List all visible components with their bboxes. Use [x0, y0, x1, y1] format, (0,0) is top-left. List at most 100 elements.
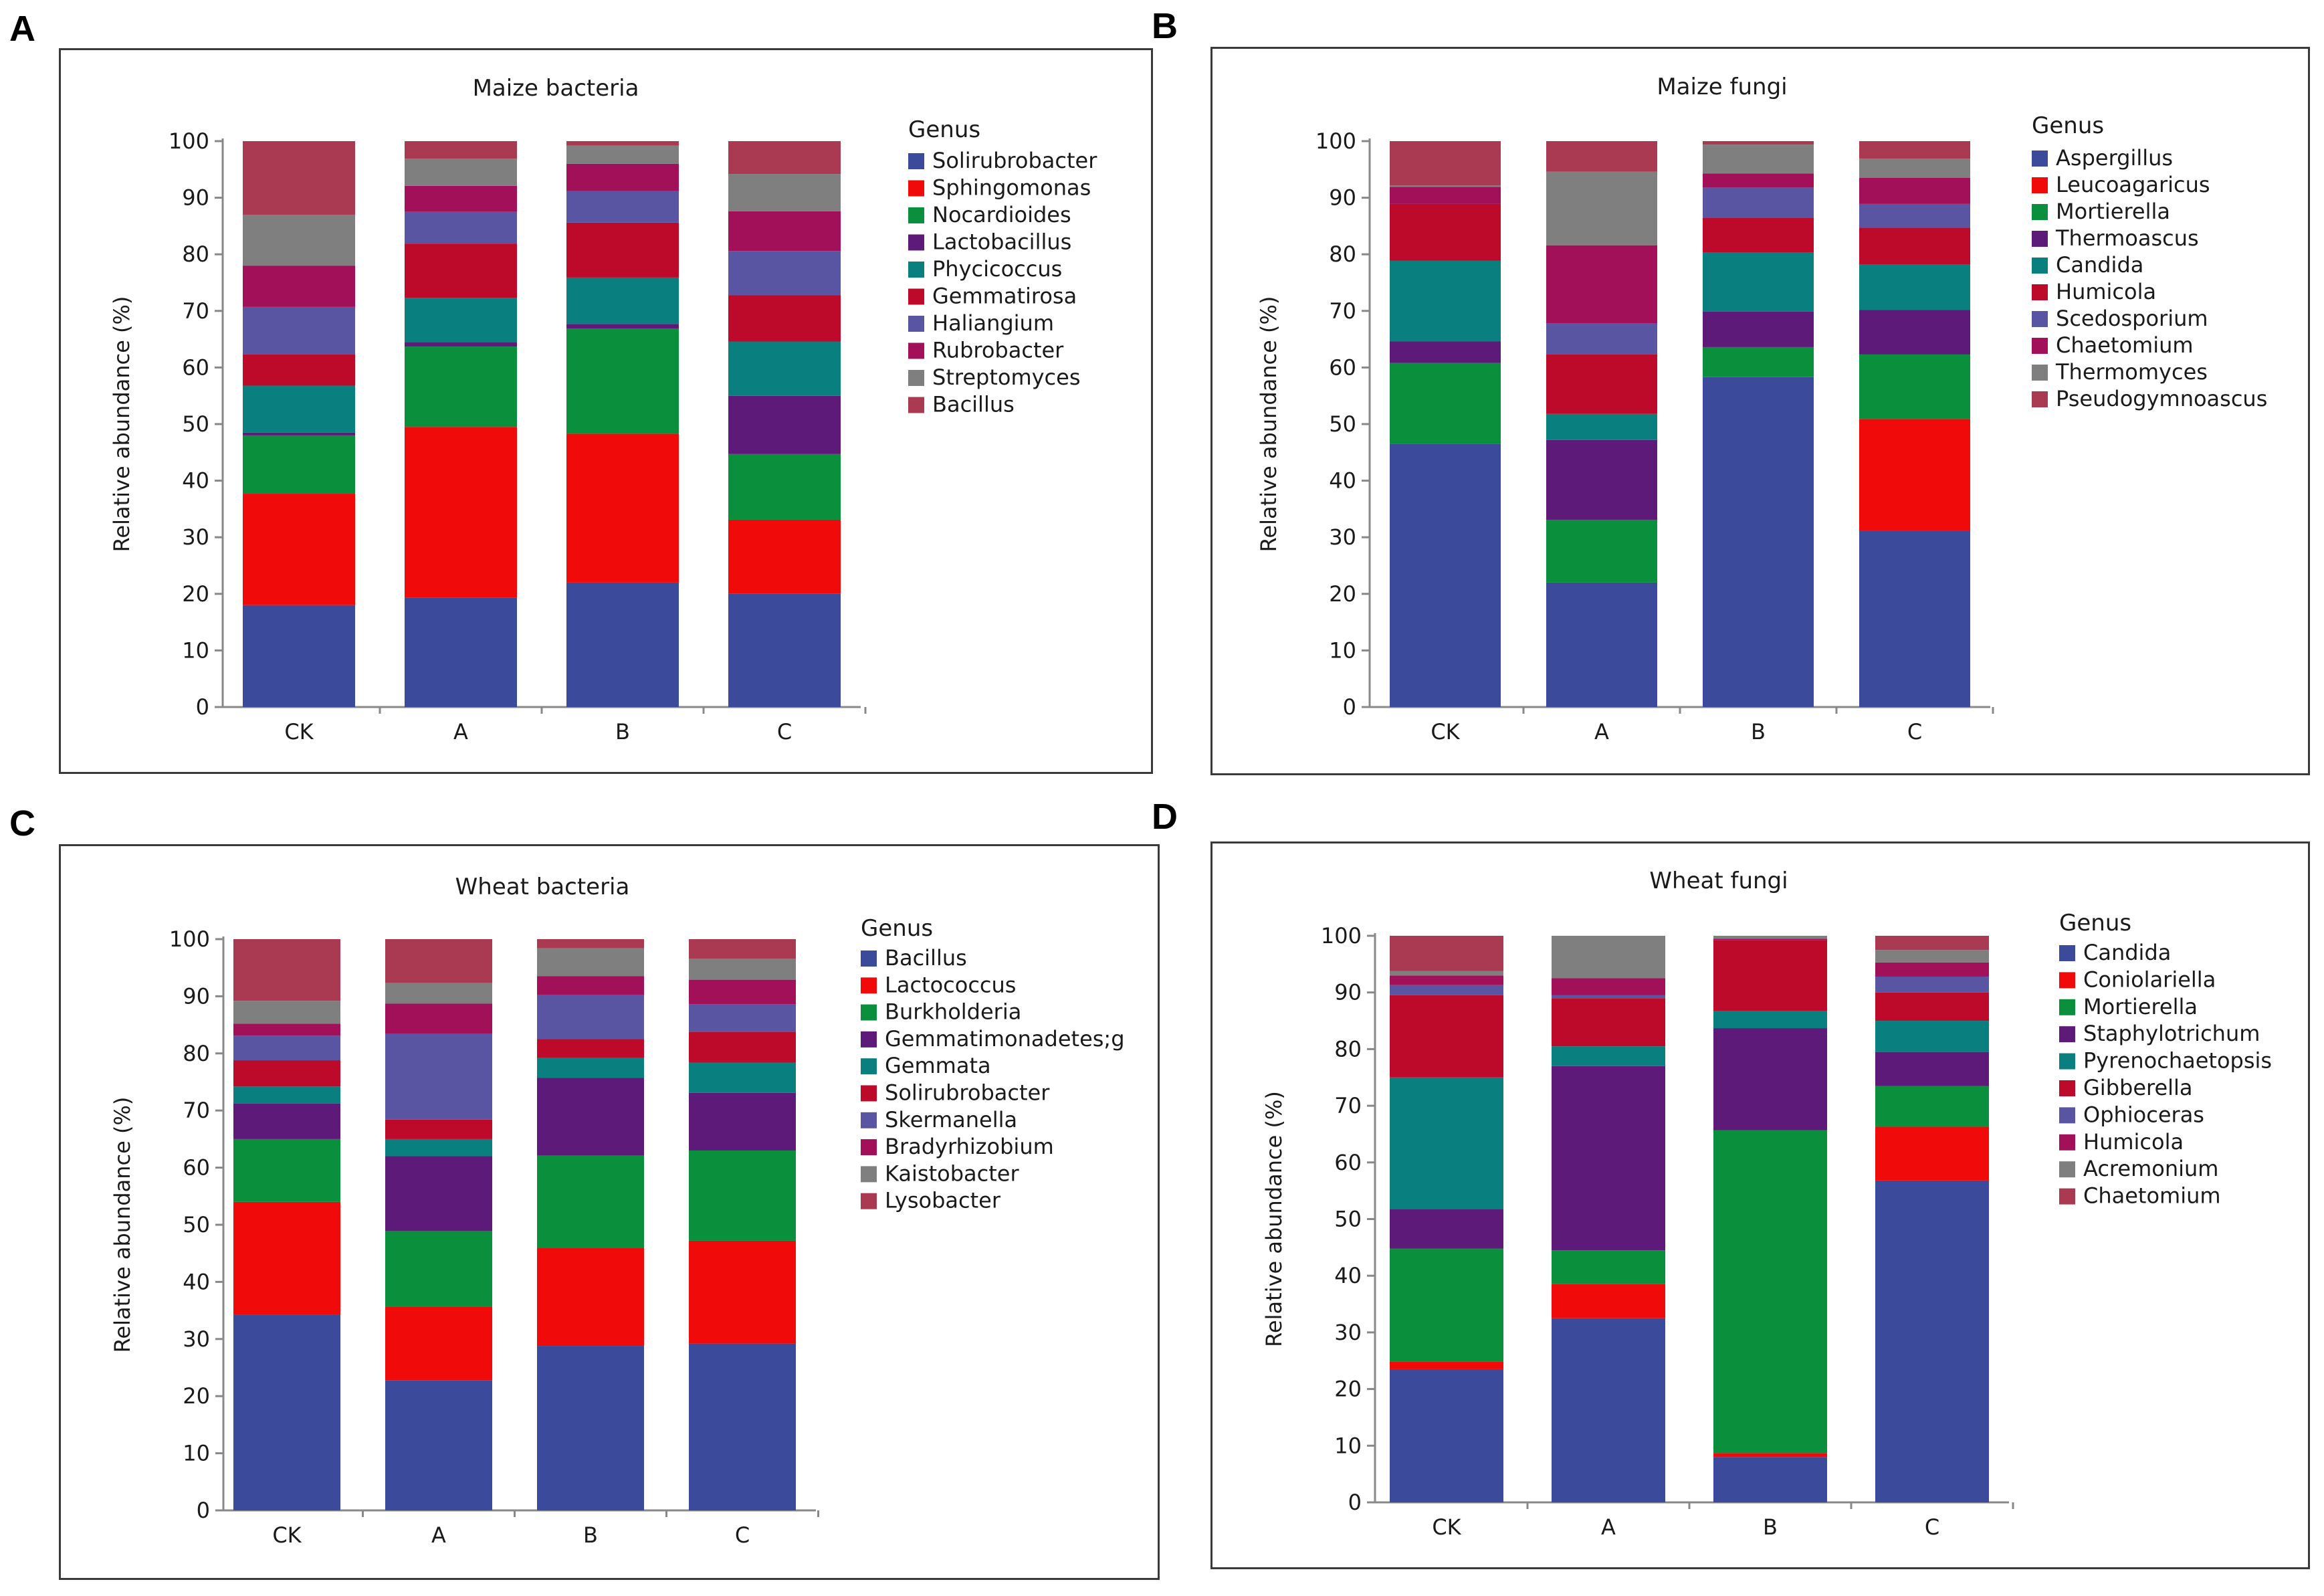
wheat-fungi-bar-ck-ophioceras [1390, 985, 1503, 995]
wheat-fungi-bar-c-pyrenochaetopsis [1875, 1021, 1989, 1052]
wheat-fungi-bar-b-pyrenochaetopsis [1713, 1011, 1827, 1029]
wheat-fungi-y-tick-label-20: 20 [1334, 1377, 1362, 1402]
wheat-bacteria-bar-b-gemmata [537, 1058, 644, 1078]
wheat-fungi-bar-b-candida [1713, 1457, 1827, 1502]
wheat-bacteria-x-tick-label-c: C [735, 1522, 750, 1548]
wheat-fungi-bar-b-mortierella [1713, 1130, 1827, 1454]
maize-bacteria-x-tick-label-c: C [777, 719, 792, 744]
maize-fungi-bar-ck-mortierella [1390, 363, 1501, 444]
wheat-bacteria-legend-label-lysobacter: Lysobacter [885, 1188, 1001, 1213]
maize-fungi-bar-a-thermoascus [1546, 439, 1657, 520]
wheat-fungi-y-tick-label-80: 80 [1334, 1036, 1362, 1062]
maize-bacteria-legend-label-streptomyces: Streptomyces [932, 365, 1081, 390]
maize-fungi-bar-b-candida [1703, 252, 1814, 312]
maize-fungi-bar-ck-chaetomium [1390, 187, 1501, 204]
wheat-fungi-bar-a-pyrenochaetopsis [1552, 1046, 1665, 1066]
maize-fungi-bar-c-scedosporium [1859, 203, 1970, 228]
maize-bacteria-y-tick-label-70: 70 [182, 298, 209, 324]
maize-bacteria-legend-swatch-bacillus [908, 397, 924, 413]
maize-bacteria-y-tick-label-50: 50 [182, 411, 209, 437]
wheat-bacteria-x-tick-label-a: A [431, 1522, 446, 1548]
wheat-fungi-x-tick-label-ck: CK [1432, 1514, 1461, 1540]
maize-bacteria-legend-label-nocardioides: Nocardioides [932, 202, 1071, 227]
maize-bacteria-bar-b-lactobacillus [566, 324, 679, 329]
maize-fungi-legend-swatch-scedosporium [2032, 311, 2048, 327]
wheat-fungi-legend-label-staphylotrichum: Staphylotrichum [2083, 1021, 2260, 1046]
maize-bacteria-bar-b-solirubrobacter [566, 582, 679, 707]
maize-fungi-bar-ck-aspergillus [1390, 443, 1501, 707]
wheat-bacteria-bar-ck-bacillus [233, 1314, 340, 1510]
wheat-bacteria-y-tick-label-30: 30 [183, 1326, 210, 1352]
maize-fungi-y-tick-label-50: 50 [1329, 411, 1356, 437]
maize-fungi-y-tick-label-40: 40 [1329, 468, 1356, 494]
maize-fungi-legend-swatch-thermoascus [2032, 231, 2048, 247]
wheat-bacteria-y-tick-label-50: 50 [183, 1212, 210, 1237]
maize-bacteria-y-tick-label-90: 90 [182, 185, 209, 211]
maize-bacteria-legend-swatch-rubrobacter [908, 342, 924, 359]
wheat-fungi-legend-swatch-candida [2059, 945, 2075, 961]
wheat-fungi-y-tick-label-70: 70 [1334, 1093, 1362, 1118]
wheat-bacteria-bar-a-burkholderia [385, 1231, 492, 1307]
chart-maize-bacteria: Maize bacteria Relative abundance (%) 0 10 2… [109, 75, 1097, 744]
maize-fungi-bar-b-mortierella [1703, 346, 1814, 377]
maize-fungi-legend-label-scedosporium: Scedosporium [2056, 306, 2208, 331]
wheat-bacteria-legend-swatch-burkholderia [861, 1004, 877, 1021]
wheat-bacteria-legend-label-kaistobacter: Kaistobacter [885, 1161, 1019, 1186]
maize-fungi-bar-ck-thermoascus [1390, 341, 1501, 363]
maize-fungi-x-tick-label-a: A [1594, 719, 1609, 744]
maize-bacteria-bar-c-phycicoccus [728, 341, 841, 396]
maize-fungi-bar-c-thermoascus [1859, 310, 1970, 355]
maize-fungi-y-tick-label-0: 0 [1343, 694, 1356, 720]
maize-bacteria-y-tick-label-10: 10 [182, 637, 209, 663]
wheat-fungi-y-tick-label-60: 60 [1334, 1150, 1362, 1175]
chart-wheat-bacteria: Wheat bacteria Relative abundance (%) 0 10 2… [110, 874, 1125, 1548]
maize-bacteria-bar-a-rubrobacter [405, 185, 517, 212]
wheat-fungi-legend-swatch-staphylotrichum [2059, 1026, 2075, 1043]
wheat-fungi-legend-label-gibberella: Gibberella [2083, 1075, 2193, 1100]
maize-bacteria-bar-c-sphingomonas [728, 519, 841, 594]
wheat-fungi-legend-label-ophioceras: Ophioceras [2083, 1102, 2204, 1127]
wheat-fungi-legend-title: Genus [2059, 910, 2131, 936]
maize-fungi-bar-ck-pseudogymnoascus [1390, 141, 1501, 185]
wheat-fungi-bar-b-coniolariella [1713, 1453, 1827, 1458]
wheat-fungi-y-axis-label: Relative abundance (%) [1261, 1091, 1287, 1347]
maize-fungi-y-tick-label-30: 30 [1329, 524, 1356, 550]
maize-fungi-y-tick-label-60: 60 [1329, 355, 1356, 380]
maize-fungi-legend-label-pseudogymnoascus: Pseudogymnoascus [2056, 386, 2267, 411]
wheat-bacteria-bar-c-burkholderia [689, 1150, 796, 1241]
maize-bacteria-x-tick-label-a: A [453, 719, 468, 744]
wheat-bacteria-bar-c-gemmata [689, 1062, 796, 1093]
maize-bacteria-legend-label-bacillus: Bacillus [932, 392, 1015, 417]
maize-bacteria-bar-b-rubrobacter [566, 163, 679, 191]
wheat-bacteria-bar-a-lysobacter [385, 939, 492, 983]
wheat-bacteria-bar-a-lactococcus [385, 1306, 492, 1381]
maize-fungi-y-tick-label-70: 70 [1329, 298, 1356, 324]
wheat-fungi-bar-b-staphylotrichum [1713, 1028, 1827, 1130]
wheat-fungi-bar-a-mortierella [1552, 1250, 1665, 1284]
maize-bacteria-x-tick-label-ck: CK [284, 719, 314, 744]
maize-bacteria-bar-c-rubrobacter [728, 211, 841, 252]
maize-bacteria-y-tick-label-40: 40 [182, 468, 209, 494]
maize-fungi-bar-b-pseudogymnoascus [1703, 141, 1814, 145]
maize-fungi-bar-a-mortierella [1546, 519, 1657, 583]
wheat-bacteria-y-tick-label-100: 100 [169, 926, 210, 952]
wheat-fungi-bar-ck-staphylotrichum [1390, 1209, 1503, 1249]
wheat-fungi-bar-a-ophioceras [1552, 995, 1665, 999]
wheat-fungi-bar-c-acremonium [1875, 950, 1989, 963]
wheat-bacteria-legend-swatch-lysobacter [861, 1193, 877, 1209]
wheat-bacteria-bar-b-bradyrhizobium [537, 976, 644, 995]
maize-fungi-legend-swatch-thermomyces [2032, 365, 2048, 381]
maize-fungi-legend-swatch-leucoagaricus [2032, 177, 2048, 193]
maize-fungi-y-axis-label: Relative abundance (%) [1256, 296, 1281, 553]
wheat-fungi-legend-swatch-mortierella [2059, 999, 2075, 1015]
maize-fungi-bar-c-candida [1859, 264, 1970, 310]
wheat-bacteria-bar-c-bradyrhizobium [689, 979, 796, 1005]
maize-fungi-bar-c-leucoagaricus [1859, 419, 1970, 531]
wheat-bacteria-bar-c-bacillus [689, 1343, 796, 1510]
wheat-bacteria-y-tick-label-70: 70 [183, 1098, 210, 1123]
panel-letter-d: D [1152, 797, 1178, 837]
maize-fungi-legend-label-humicola: Humicola [2056, 279, 2156, 304]
maize-bacteria-legend-swatch-solirubrobacter [908, 153, 924, 169]
maize-fungi-bar-b-chaetomium [1703, 173, 1814, 188]
wheat-fungi-legend-swatch-chaetomium [2059, 1188, 2075, 1205]
